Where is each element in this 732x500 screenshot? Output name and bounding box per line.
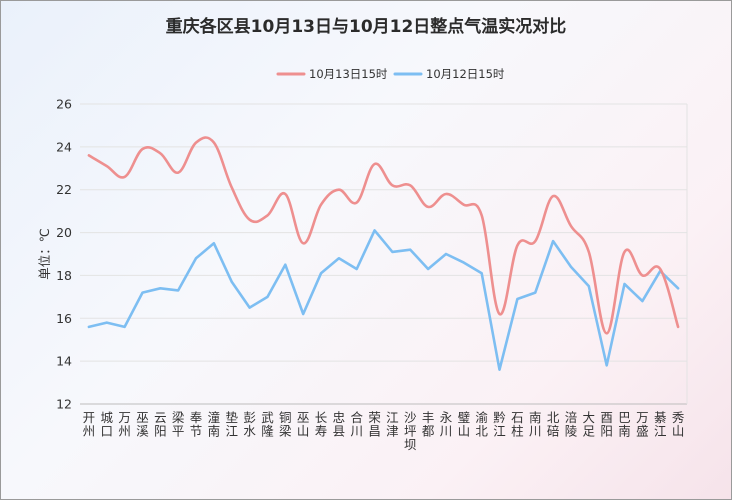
x-axis-ticks: 开州城口万州巫溪云阳梁平奉节潼南垫江彭水武隆铜梁巫山长寿忠县合川荣昌江津沙坪坝丰…	[83, 410, 685, 452]
x-tick-label: 荣昌	[368, 410, 381, 439]
x-tick-label: 武隆	[261, 410, 274, 439]
y-tick-label: 14	[56, 354, 72, 369]
y-tick-label: 26	[56, 97, 72, 112]
x-tick-label: 大足	[583, 410, 596, 439]
legend-label: 10月13日15时	[309, 67, 388, 81]
x-tick-label: 潼南	[208, 410, 221, 439]
y-tick-label: 22	[56, 182, 72, 197]
x-tick-label: 南川	[529, 410, 542, 439]
x-tick-label: 垫江	[225, 410, 238, 439]
x-tick-label: 合川	[350, 410, 363, 439]
chart-title: 重庆各区县10月13日与10月12日整点气温实况对比	[166, 16, 567, 37]
x-tick-label: 沙坪坝	[404, 410, 417, 452]
x-tick-label: 黔江	[493, 410, 506, 439]
gridlines	[80, 103, 688, 405]
x-tick-label: 长寿	[315, 410, 328, 439]
x-tick-label: 江津	[386, 410, 399, 439]
y-axis-ticks: 12 14 16 18 20 22 24 26	[56, 97, 72, 412]
x-tick-label: 万州	[118, 410, 131, 439]
x-tick-label: 秀山	[672, 410, 685, 439]
x-tick-label: 石柱	[511, 410, 524, 439]
x-tick-label: 忠县	[333, 410, 346, 439]
x-tick-label: 璧山	[458, 410, 471, 439]
y-axis-label: 单位：℃	[37, 228, 52, 280]
x-tick-label: 巫山	[297, 410, 310, 439]
x-tick-label: 巴南	[618, 410, 631, 439]
legend-label: 10月12日15时	[426, 67, 505, 81]
x-tick-label: 渝北	[475, 410, 488, 439]
x-tick-label: 铜梁	[279, 410, 292, 439]
x-tick-label: 永川	[440, 410, 453, 439]
x-tick-label: 彭水	[243, 410, 256, 439]
x-tick-label: 开州	[83, 410, 96, 439]
x-tick-label: 奉节	[190, 410, 203, 439]
x-tick-label: 綦江	[654, 410, 667, 439]
legend: 10月13日15时 10月12日15时	[276, 67, 505, 81]
x-tick-label: 丰都	[422, 410, 435, 439]
x-tick-label: 梁平	[172, 410, 185, 439]
y-tick-label: 24	[56, 139, 72, 154]
y-tick-label: 12	[56, 397, 72, 412]
x-tick-label: 酉阳	[600, 410, 613, 439]
x-tick-label: 涪陵	[565, 410, 578, 439]
x-tick-label: 云阳	[154, 410, 167, 439]
series-line	[87, 136, 680, 335]
x-tick-label: 北碚	[547, 410, 560, 439]
y-tick-label: 20	[56, 225, 72, 240]
x-tick-label: 巫溪	[136, 410, 149, 439]
series-line	[87, 229, 680, 371]
x-tick-label: 城口	[101, 410, 114, 439]
x-tick-label: 万盛	[636, 410, 649, 439]
y-tick-label: 16	[56, 311, 72, 326]
y-tick-label: 18	[56, 268, 72, 283]
series-lines	[87, 136, 680, 371]
